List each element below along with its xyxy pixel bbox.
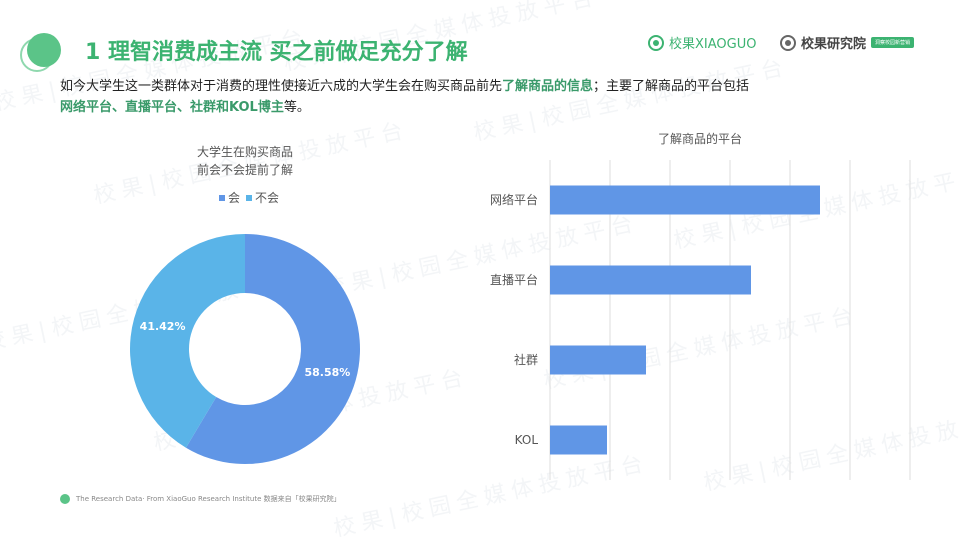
bar-category-label-1: 直播平台 bbox=[490, 272, 538, 287]
brand-logo-xiaoguo: 校果XIAOGUO bbox=[648, 33, 756, 52]
intro-text-1: 如今大学生这一类群体对于消费的理性使接近六成的大学生会在购买商品前先 bbox=[60, 79, 503, 94]
legend-swatch-no bbox=[246, 194, 253, 201]
donut-slice-yes bbox=[185, 234, 360, 464]
donut-label-no: 41.42% bbox=[140, 320, 186, 333]
intro-text-3: 等。 bbox=[283, 100, 310, 115]
bar-3 bbox=[550, 425, 607, 455]
page-title: 1 理智消费成主流 买之前做足充分了解 bbox=[85, 40, 468, 65]
intro-highlight-1: 了解商品的信息 bbox=[502, 79, 594, 94]
donut-slice-no bbox=[130, 234, 245, 448]
institute-logo-icon bbox=[780, 34, 796, 51]
bar-category-label-2: 社群 bbox=[514, 352, 538, 367]
brand2-name: 校果研究院 bbox=[801, 37, 867, 52]
brand2-tag: 洞察校园新营销 bbox=[871, 37, 915, 48]
brand-name: 校果XIAOGUO bbox=[669, 37, 757, 52]
intro-highlight-2: 网络平台、直播平台、社群和KOL博主 bbox=[60, 100, 284, 115]
donut-title-line1: 大学生在购买商品 bbox=[196, 145, 293, 159]
title-decoration-circle bbox=[27, 33, 61, 67]
intro-text-2: ；主要了解商品的平台包括 bbox=[593, 79, 750, 94]
bar-category-label-0: 网络平台 bbox=[490, 192, 538, 207]
bar-series bbox=[550, 185, 820, 455]
bar-chart-title: 了解商品的平台 bbox=[657, 132, 742, 146]
xiaoguo-logo-icon bbox=[648, 34, 664, 51]
donut-title-line2: 前会不会提前了解 bbox=[196, 163, 293, 177]
footer-source: The Research Data· From XiaoGuo Research… bbox=[60, 494, 341, 504]
intro-paragraph: 如今大学生这一类群体对于消费的理性使接近六成的大学生会在购买商品前先了解商品的信… bbox=[60, 76, 920, 118]
donut-label-yes: 58.58% bbox=[304, 366, 350, 379]
donut-legend: 会 不会 bbox=[213, 189, 279, 206]
bar-category-label-3: KOL bbox=[515, 433, 539, 447]
donut-chart: 58.58% 41.42% bbox=[130, 234, 360, 464]
bar-2 bbox=[550, 345, 646, 375]
brand-logo-institute: 校果研究院 洞察校园新营销 bbox=[780, 33, 915, 52]
bar-1 bbox=[550, 265, 751, 295]
legend-label-yes: 会 bbox=[228, 191, 241, 205]
donut-chart-title: 大学生在购买商品 前会不会提前了解 bbox=[180, 143, 310, 179]
bar-0 bbox=[550, 185, 820, 215]
legend-swatch-yes bbox=[219, 194, 225, 201]
footer-dot-icon bbox=[60, 494, 70, 504]
legend-label-no: 不会 bbox=[255, 191, 280, 205]
footer-text: The Research Data· From XiaoGuo Research… bbox=[76, 495, 341, 503]
